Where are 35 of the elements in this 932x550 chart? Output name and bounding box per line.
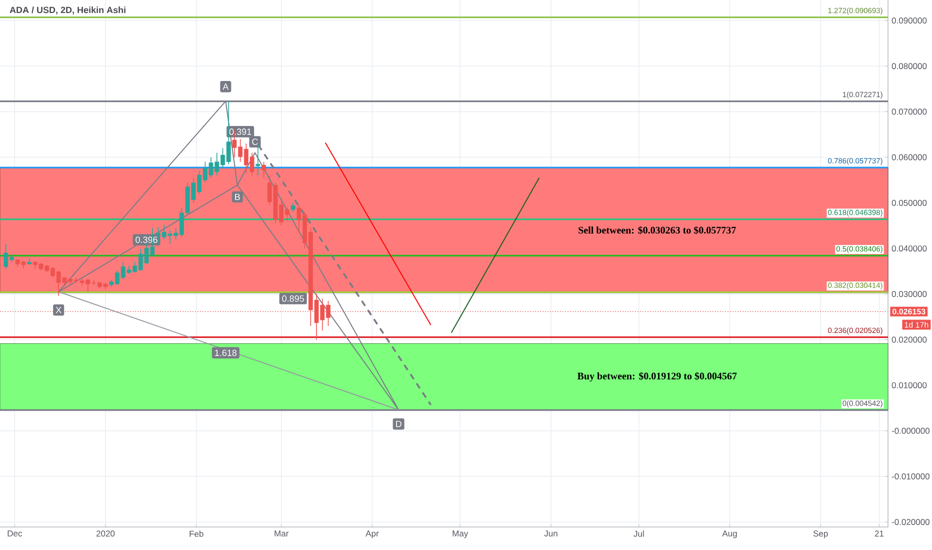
x-tick-label: Mar xyxy=(274,530,289,536)
y-tick-label: 0.020000 xyxy=(892,336,927,343)
y-tick-label: 0.060000 xyxy=(892,154,927,160)
annotation: B xyxy=(235,194,240,200)
x-tick-label: 2020 xyxy=(96,530,115,537)
y-tick-label: 0.010000 xyxy=(892,382,927,388)
annotation: A xyxy=(222,84,229,90)
y-tick-label: 0.050000 xyxy=(892,200,927,206)
y-tick-label: -0.000000 xyxy=(892,428,930,434)
x-tick-label: Jun xyxy=(544,530,558,536)
band-label: Sell between: $0.030263 to $0.057737 xyxy=(578,226,736,234)
annotation: D xyxy=(396,420,402,428)
ref-line-label: 0.026153 xyxy=(892,308,926,314)
y-tick-label: -0.020000 xyxy=(892,518,930,525)
y-tick-label: 0.080000 xyxy=(892,63,927,70)
band-label: Buy between: $0.019129 to $0.004567 xyxy=(577,372,737,382)
annotation: 1.618 xyxy=(215,350,237,356)
x-tick-label: May xyxy=(452,530,468,538)
x-tick-label: 21 xyxy=(874,530,884,536)
annotation: C xyxy=(252,138,258,145)
y-tick-label: 0.090000 xyxy=(892,18,927,24)
text: ADA / USD, 2D, Heikin Ashi xyxy=(10,6,126,14)
x-tick-label: Feb xyxy=(190,530,204,537)
x-tick-label: Aug xyxy=(722,530,737,538)
y-tick-label: 0.030000 xyxy=(892,291,927,298)
x-tick-label: Apr xyxy=(366,530,379,538)
annotation: 0.895 xyxy=(282,295,304,302)
text: 1d 17h xyxy=(904,322,928,328)
y-tick-label: 0.070000 xyxy=(892,108,927,115)
annotation: X xyxy=(56,306,62,314)
x-tick-label: Jul xyxy=(634,530,644,537)
y-tick-label: 0.040000 xyxy=(892,245,927,252)
x-tick-label: Sep xyxy=(813,530,828,538)
y-tick-label: -0.010000 xyxy=(892,473,930,480)
x-tick-label: Dec xyxy=(8,530,22,536)
